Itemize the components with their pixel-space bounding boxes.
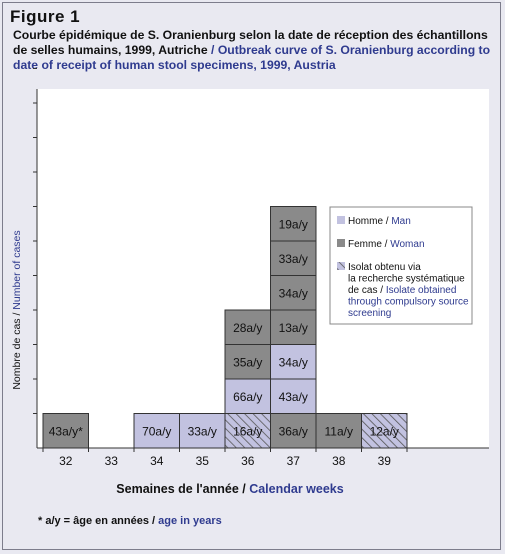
case-age-label: 70a/y (142, 424, 171, 438)
case-box: 11a/y (315, 413, 362, 449)
case-box-rect (270, 413, 317, 449)
case-box: 43a/y (270, 378, 317, 414)
case-box: 19a/y (270, 206, 317, 242)
figure-label: Figure 1 (10, 7, 81, 26)
legend-man-english: Man (391, 216, 410, 227)
case-box: 34a/y (270, 275, 317, 311)
y-axis-label: Nombre de cas / Number of cases (11, 230, 23, 389)
x-tick-label: 32 (59, 454, 73, 468)
legend-woman-english: Woman (390, 239, 424, 250)
case-age-label: 13a/y (279, 321, 308, 335)
case-box-rect (270, 206, 317, 242)
case-box: 13a/y (270, 309, 317, 345)
x-axis-label: Semaines de l'année / Calendar weeks (116, 482, 343, 496)
legend-swatch-man (337, 216, 345, 224)
case-age-label: 19a/y (279, 217, 308, 231)
case-age-label: 43a/y (279, 390, 308, 404)
case-age-label: 43a/y* (49, 424, 83, 438)
legend-man-french: Homme / (348, 216, 391, 227)
case-box: 66a/y (224, 378, 271, 414)
case-box: 12a/y (361, 413, 408, 449)
footnote-french: * a/y = âge en années / (38, 515, 159, 527)
x-tick-label: 37 (287, 454, 301, 468)
case-box: 36a/y (270, 413, 317, 449)
footnote: * a/y = âge en années / age in years (38, 515, 222, 527)
legend: Homme / Man Femme / Woman Isolat obtenu … (329, 206, 473, 325)
case-age-label: 12a/y (370, 424, 399, 438)
legend-label-woman: Femme / Woman (348, 239, 425, 250)
case-age-label: 16a/y (233, 424, 262, 438)
case-box: 70a/y (133, 413, 180, 449)
case-box-rect (270, 344, 317, 380)
x-tick-label: 34 (150, 454, 164, 468)
case-box: 33a/y (270, 240, 317, 276)
footnote-english: age in years (158, 515, 222, 527)
case-age-label: 33a/y (279, 252, 308, 266)
y-axis-label-english: Number of cases (11, 230, 23, 309)
legend-woman-french: Femme / (348, 239, 390, 250)
legend-swatch-isolate (337, 262, 345, 270)
case-age-label: 11a/y (325, 424, 353, 438)
x-tick-label: 33 (105, 454, 119, 468)
legend-swatch-woman (337, 239, 345, 247)
case-box: 28a/y (224, 309, 271, 345)
legend-label-man: Homme / Man (348, 216, 411, 227)
case-box-rect (361, 413, 408, 449)
figure-frame (2, 2, 501, 550)
legend-label-isolate: Isolat obtenu via la recherche systématiq… (348, 262, 469, 319)
case-age-label: 28a/y (233, 321, 262, 335)
case-box-rect (42, 413, 89, 449)
x-tick-label: 38 (332, 454, 346, 468)
case-box-rect (270, 275, 317, 311)
title-french: Courbe épidémique de S. Oranienburg selo… (13, 28, 488, 57)
case-box: 35a/y (224, 344, 271, 380)
case-age-label: 35a/y (233, 355, 262, 369)
x-axis-ticks: 32 33 34 35 36 37 38 39 (42, 448, 408, 468)
x-tick-label: 39 (378, 454, 392, 468)
case-age-label: 34a/y (279, 355, 308, 369)
case-box: 16a/y (224, 413, 271, 449)
title-english: Outbreak curve of S. Oranienburg accordi… (13, 43, 491, 72)
x-tick-label: 36 (241, 454, 255, 468)
x-axis-label-english: Calendar weeks (249, 482, 344, 496)
case-box-rect (224, 309, 271, 345)
case-age-label: 33a/y (188, 424, 217, 438)
case-box: 34a/y (270, 344, 317, 380)
figure-title: Courbe épidémique de S. Oranienburg selo… (13, 28, 493, 73)
legend-box (329, 206, 473, 325)
y-axis-label-french: Nombre de cas / (11, 310, 23, 390)
case-age-label: 66a/y (233, 390, 262, 404)
y-axis-ticks (33, 68, 37, 414)
title-separator: / (207, 43, 218, 57)
case-box: 33a/y (179, 413, 226, 449)
case-box: 43a/y* (42, 413, 89, 449)
case-boxes: 43a/y* 70a/y 33a/y 16a/y 66a/y 35a/y 28a/y 36a/… (42, 206, 408, 449)
case-box-rect (179, 413, 226, 449)
case-age-label: 36a/y (279, 424, 308, 438)
x-tick-label: 35 (196, 454, 210, 468)
x-axis-label-french: Semaines de l'année / (116, 482, 249, 496)
case-age-label: 34a/y (279, 286, 308, 300)
